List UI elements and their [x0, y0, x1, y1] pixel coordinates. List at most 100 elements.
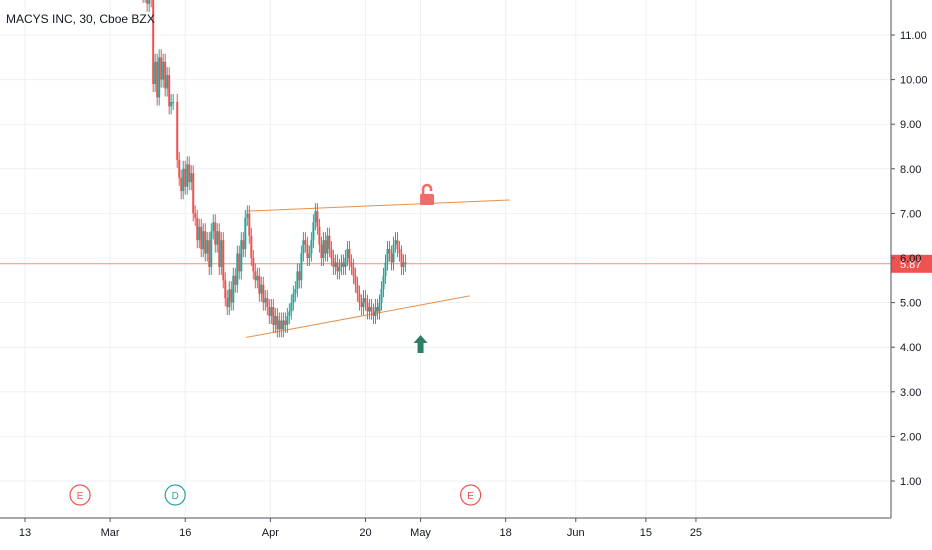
up-arrow-icon[interactable]: [413, 334, 428, 353]
candle-body: [230, 289, 233, 303]
candle-body: [218, 231, 221, 267]
candle-body: [268, 307, 271, 316]
candle-body: [168, 75, 171, 107]
candle-body: [154, 61, 157, 85]
candle-body: [384, 262, 387, 276]
candle-body: [226, 298, 229, 308]
candle-body: [172, 101, 175, 103]
earnings-marker[interactable]: [460, 484, 482, 506]
candle-body: [214, 222, 217, 245]
price-tick-label: 6.00: [900, 253, 921, 265]
time-axis[interactable]: 13 Mar 16 Apr 20 May 18 Jun 15 25: [0, 517, 891, 539]
candle-body: [400, 253, 403, 267]
candle-body: [222, 240, 225, 281]
time-tick-label: Mar: [101, 527, 120, 539]
price-tick-label: 11.00: [900, 30, 927, 42]
candle-body: [352, 266, 355, 276]
candle-body: [294, 289, 297, 294]
candle-body: [318, 226, 321, 245]
candle-body: [238, 253, 241, 272]
unlock-icon[interactable]: [420, 194, 435, 206]
candle-body: [164, 61, 167, 89]
candle-body: [204, 231, 207, 254]
candle-body: [334, 262, 337, 267]
candle-body: [272, 307, 275, 325]
candle-body: [188, 164, 191, 183]
candle-body: [312, 222, 315, 241]
price-tick-label: 1.00: [900, 476, 921, 488]
candle-body: [296, 271, 299, 290]
candle-body: [256, 275, 259, 281]
candle-body: [158, 57, 161, 98]
candle-body: [186, 164, 189, 187]
time-tick-label: Jun: [567, 527, 585, 539]
unlock-shackle-icon: [421, 183, 433, 196]
price-tick-label: 2.00: [900, 431, 921, 443]
time-tick-label: May: [410, 527, 431, 539]
dividend-marker-label: D: [172, 491, 179, 502]
candle-body: [364, 298, 367, 303]
candle-body: [374, 307, 377, 316]
time-tick-label: 16: [179, 527, 191, 539]
candle-body: [378, 302, 381, 312]
candle-body: [390, 253, 393, 263]
price-tick-label: 10.00: [900, 75, 928, 87]
time-tick-label: 13: [19, 527, 31, 539]
candle-body: [270, 307, 273, 316]
candle-body: [206, 240, 209, 254]
candle-body: [292, 293, 295, 303]
candle-body: [382, 275, 385, 290]
dividend-marker[interactable]: [164, 484, 186, 506]
candle-body: [236, 253, 239, 285]
candle-body: [360, 302, 363, 308]
price-axis[interactable]: 1.00 2.00 3.00 4.00 5.00 6.00 7.00 8.00 9.00 10.0…: [890, 0, 928, 518]
candle-body: [182, 168, 185, 192]
candle-body: [152, 0, 155, 85]
price-tick-label: 7.00: [900, 208, 921, 220]
chart-markers[interactable]: [413, 183, 435, 353]
candle-body: [396, 240, 399, 250]
candle-body: [248, 213, 251, 236]
candle-body: [354, 275, 357, 285]
candle-body: [200, 226, 203, 250]
candle-body: [320, 244, 323, 258]
candle-body: [260, 284, 263, 294]
trendline-upper[interactable]: [246, 199, 510, 212]
candle-body: [282, 320, 285, 330]
candle-body: [356, 284, 359, 294]
candle-body: [338, 266, 341, 272]
candle-body: [274, 315, 277, 325]
price-tick-label: 4.00: [900, 342, 921, 354]
candle-body: [210, 231, 213, 267]
candle-body: [304, 240, 307, 245]
candle-body: [242, 240, 245, 250]
candle-body: [170, 101, 173, 107]
candle-body: [156, 61, 159, 98]
candle-body: [264, 298, 267, 303]
candle-body: [196, 217, 199, 241]
candle-body: [302, 240, 305, 254]
candle-body: [250, 235, 253, 258]
candle-body: [254, 271, 257, 281]
candle-body: [228, 289, 231, 308]
candle-body: [308, 253, 311, 258]
candle-body: [198, 226, 201, 241]
candle-body: [324, 240, 327, 254]
earnings-marker[interactable]: [69, 484, 91, 506]
time-tick-label: 20: [359, 527, 371, 539]
candle-body: [258, 275, 261, 294]
candle-body: [276, 315, 279, 330]
candle-body: [370, 307, 373, 312]
candle-body: [194, 213, 197, 218]
candle-body: [184, 168, 187, 187]
candle-body: [402, 262, 405, 267]
price-tick-label: 8.00: [900, 164, 921, 176]
price-tick-label: 9.00: [900, 119, 921, 131]
candle-body: [342, 262, 345, 267]
candle-body: [404, 262, 407, 264]
candle-body: [348, 249, 351, 263]
candle-body: [240, 240, 243, 272]
